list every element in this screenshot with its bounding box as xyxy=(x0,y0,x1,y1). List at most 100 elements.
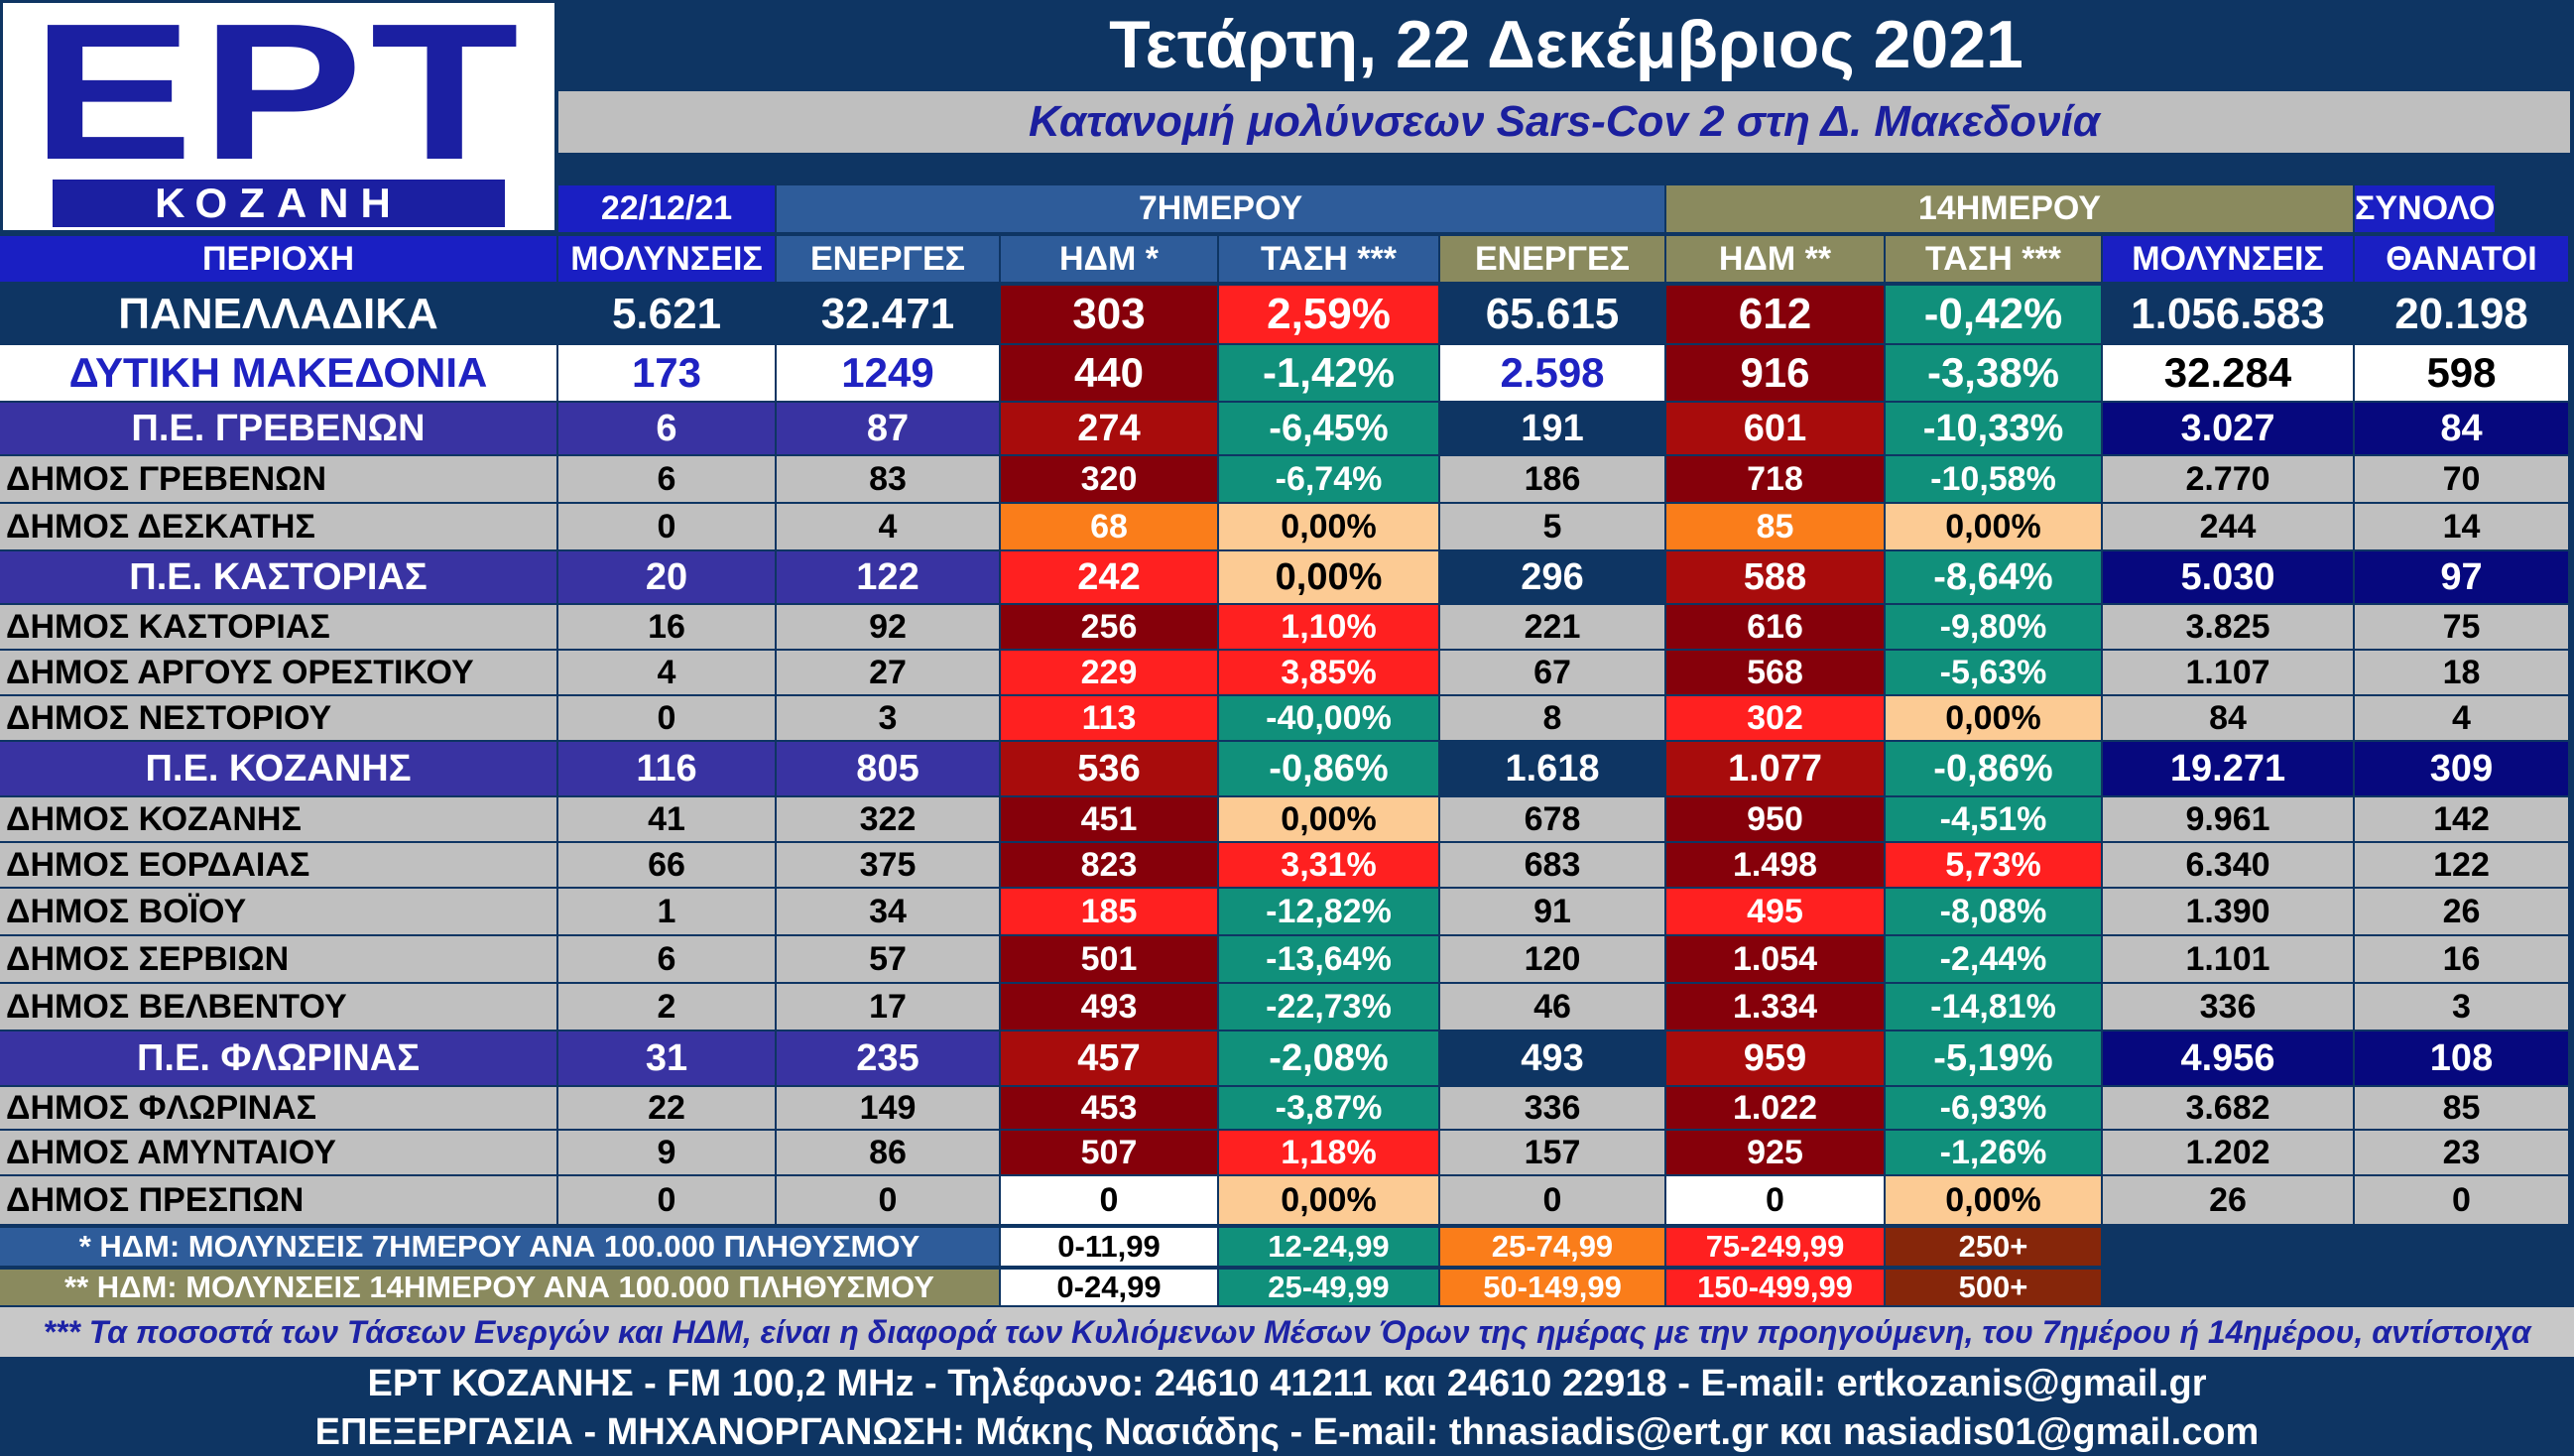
table-cell: -6,93% xyxy=(1886,1087,2103,1131)
row-area-name: ΔΗΜΟΣ ΑΜΥΝΤΑΙΟΥ xyxy=(0,1131,558,1176)
page-subtitle: Κατανομή μολύνσεων Sars-Cov 2 στη Δ. Μακ… xyxy=(558,91,2570,153)
table-cell: 598 xyxy=(2355,345,2570,403)
table-cell: 0,00% xyxy=(1219,1176,1440,1226)
table-cell: 229 xyxy=(1001,651,1219,696)
group-date: 22/12/21 xyxy=(558,185,777,234)
row-area-name: ΔΗΜΟΣ ΑΡΓΟΥΣ ΟΡΕΣΤΙΚΟΥ xyxy=(0,651,558,696)
table-cell: 3,31% xyxy=(1219,843,1440,889)
row-area-name: ΔΗΜΟΣ ΒΟΪΟΥ xyxy=(0,889,558,936)
table-cell: 0,00% xyxy=(1219,504,1440,551)
column-header: ΗΔΜ * xyxy=(1001,236,1219,284)
table-cell: 5.621 xyxy=(558,286,777,345)
table-cell: 322 xyxy=(777,797,1001,843)
table-cell: -9,80% xyxy=(1886,605,2103,651)
table-cell: 221 xyxy=(1440,605,1666,651)
table-cell: 612 xyxy=(1666,286,1886,345)
table-cell: 34 xyxy=(777,889,1001,936)
table-cell: 16 xyxy=(558,605,777,651)
table-cell: 75 xyxy=(2355,605,2570,651)
table-cell: 9.961 xyxy=(2103,797,2355,843)
table-cell: 0 xyxy=(1001,1176,1219,1226)
table-cell: 309 xyxy=(2355,742,2570,797)
table-cell: 68 xyxy=(1001,504,1219,551)
table-cell: 18 xyxy=(2355,651,2570,696)
page-title: Τετάρτη, 22 Δεκέμβριος 2021 xyxy=(1109,7,2023,82)
table-cell: 296 xyxy=(1440,551,1666,605)
table-cell: 1.107 xyxy=(2103,651,2355,696)
table-cell: 1.618 xyxy=(1440,742,1666,797)
table-cell: 4 xyxy=(2355,696,2570,742)
table-cell: 65.615 xyxy=(1440,286,1666,345)
logo-station: ΚΟΖΑΝΗ xyxy=(53,180,505,227)
table-cell: 1,18% xyxy=(1219,1131,1440,1176)
table-cell: 0 xyxy=(558,504,777,551)
row-area-name: ΔΗΜΟΣ ΚΟΖΑΝΗΣ xyxy=(0,797,558,843)
table-cell: 235 xyxy=(777,1031,1001,1087)
table-cell: -14,81% xyxy=(1886,984,2103,1031)
table-cell: 66 xyxy=(558,843,777,889)
column-header: ΠΕΡΙΟΧΗ xyxy=(0,236,558,284)
table-cell: 375 xyxy=(777,843,1001,889)
table-cell: -6,45% xyxy=(1219,403,1440,456)
table-cell: -8,64% xyxy=(1886,551,2103,605)
row-area-name: Π.Ε. ΚΑΣΤΟΡΙΑΣ xyxy=(0,551,558,605)
column-header: ΤΑΣΗ *** xyxy=(1886,236,2103,284)
table-cell: 440 xyxy=(1001,345,1219,403)
table-cell: 683 xyxy=(1440,843,1666,889)
table-cell: 1,10% xyxy=(1219,605,1440,651)
table-cell: 191 xyxy=(1440,403,1666,456)
table-cell: 85 xyxy=(2355,1087,2570,1131)
table-cell: 67 xyxy=(1440,651,1666,696)
table-cell: -0,86% xyxy=(1219,742,1440,797)
table-cell: -22,73% xyxy=(1219,984,1440,1031)
table-cell: 568 xyxy=(1666,651,1886,696)
table-cell: 805 xyxy=(777,742,1001,797)
table-cell: -0,86% xyxy=(1886,742,2103,797)
row-area-name: ΠΑΝΕΛΛΑΔΙΚΑ xyxy=(0,286,558,345)
table-cell: 113 xyxy=(1001,696,1219,742)
table-cell: 116 xyxy=(558,742,777,797)
table-cell: 336 xyxy=(2103,984,2355,1031)
table-cell: 3.027 xyxy=(2103,403,2355,456)
table-cell: 1 xyxy=(558,889,777,936)
column-header: ΜΟΛΥΝΣΕΙΣ xyxy=(558,236,777,284)
legend-14day-range: 500+ xyxy=(1886,1270,2103,1307)
table-cell: 0,00% xyxy=(1219,797,1440,843)
table-cell: 26 xyxy=(2355,889,2570,936)
table-cell: 451 xyxy=(1001,797,1219,843)
table-cell: 303 xyxy=(1001,286,1219,345)
table-cell: 2.770 xyxy=(2103,456,2355,504)
column-header: ΗΔΜ ** xyxy=(1666,236,1886,284)
column-header: ΕΝΕΡΓΕΣ xyxy=(1440,236,1666,284)
table-cell: 336 xyxy=(1440,1087,1666,1131)
table-cell: 1.390 xyxy=(2103,889,2355,936)
table-cell: 1.101 xyxy=(2103,936,2355,984)
table-cell: 91 xyxy=(1440,889,1666,936)
table-cell: 6 xyxy=(558,936,777,984)
row-area-name: Π.Ε. ΦΛΩΡΙΝΑΣ xyxy=(0,1031,558,1087)
legend-7day-range: 75-249,99 xyxy=(1666,1228,1886,1268)
table-cell: 959 xyxy=(1666,1031,1886,1087)
row-area-name: Π.Ε. ΓΡΕΒΕΝΩΝ xyxy=(0,403,558,456)
table-cell: -2,44% xyxy=(1886,936,2103,984)
table-cell: 23 xyxy=(2355,1131,2570,1176)
legend-14day-range: 50-149,99 xyxy=(1440,1270,1666,1307)
row-area-name: ΔΗΜΟΣ ΚΑΣΤΟΡΙΑΣ xyxy=(0,605,558,651)
table-cell: 457 xyxy=(1001,1031,1219,1087)
table-cell: 1.334 xyxy=(1666,984,1886,1031)
table-cell: 453 xyxy=(1001,1087,1219,1131)
table-cell: -40,00% xyxy=(1219,696,1440,742)
table-cell: 20.198 xyxy=(2355,286,2570,345)
row-area-name: ΔΗΜΟΣ ΒΕΛΒΕΝΤΟΥ xyxy=(0,984,558,1031)
table-cell: -4,51% xyxy=(1886,797,2103,843)
table-cell: 0,00% xyxy=(1886,1176,2103,1226)
table-cell: 0,00% xyxy=(1886,696,2103,742)
table-cell: 493 xyxy=(1440,1031,1666,1087)
table-cell: 84 xyxy=(2355,403,2570,456)
table-cell: 2 xyxy=(558,984,777,1031)
row-area-name: ΔΥΤΙΚΗ ΜΑΚΕΔΟΝΙΑ xyxy=(0,345,558,403)
table-cell: 0 xyxy=(558,1176,777,1226)
table-cell: 501 xyxy=(1001,936,1219,984)
table-cell: 718 xyxy=(1666,456,1886,504)
legend-7day-label: * ΗΔΜ: ΜΟΛΥΝΣΕΙΣ 7ΗΜΕΡΟΥ ΑΝΑ 100.000 ΠΛΗ… xyxy=(0,1228,1001,1268)
